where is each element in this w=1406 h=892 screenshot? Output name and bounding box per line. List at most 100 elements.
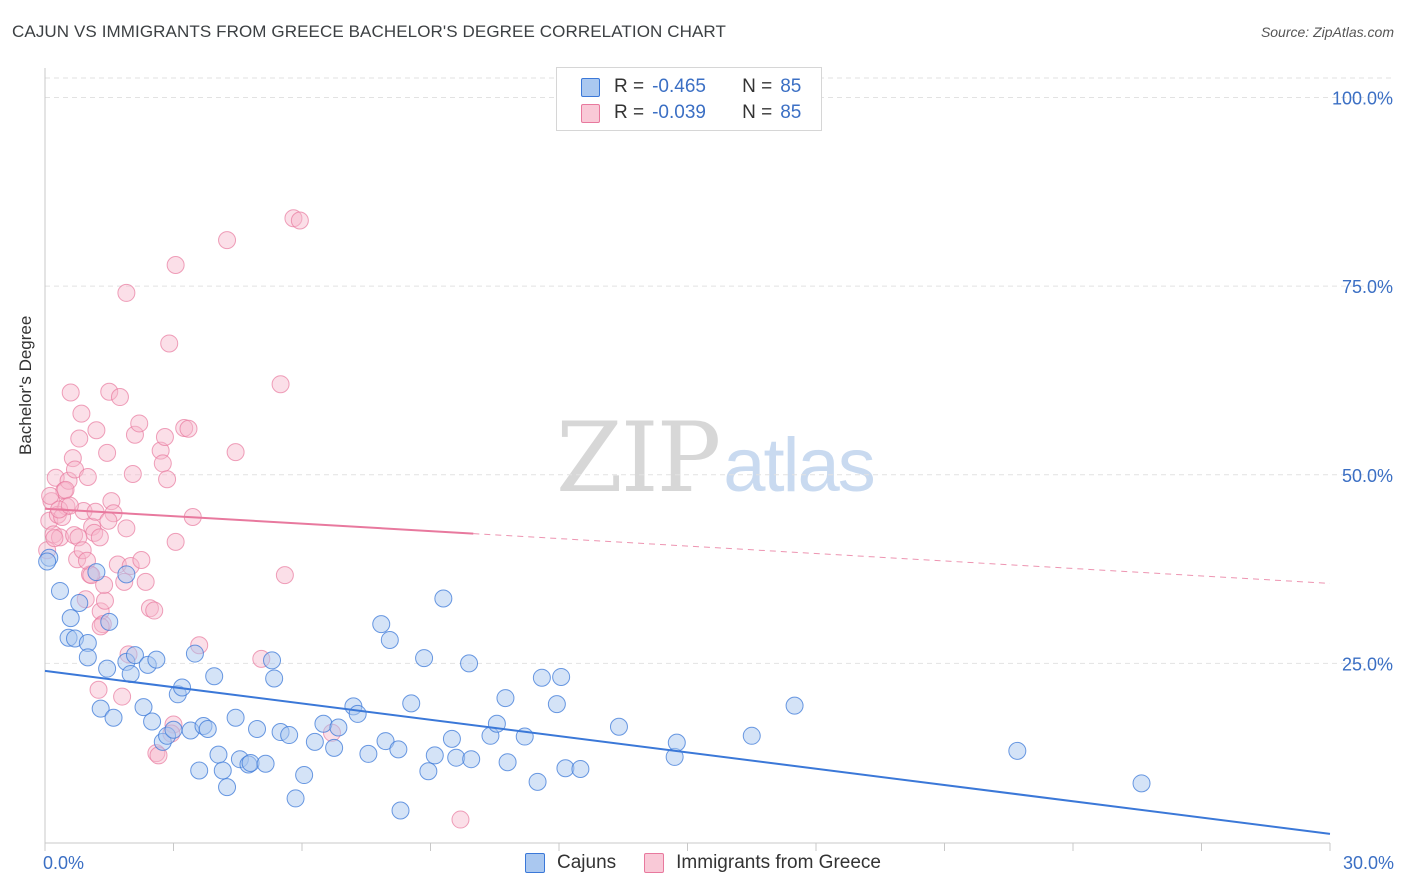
cajun-point — [61, 609, 80, 628]
greece-point — [90, 528, 109, 547]
cajun-point — [164, 720, 183, 739]
cajun-point — [78, 648, 97, 667]
legend-n-value: 85 — [780, 102, 802, 123]
legend-row-greece: R = -0.039 N = 85 — [581, 101, 801, 125]
greece-point — [99, 511, 118, 530]
greece-point — [45, 529, 64, 548]
cajun-point — [98, 659, 117, 678]
legend-r-label: R = — [614, 76, 645, 97]
greece-trendline — [44, 507, 474, 535]
y-tick-label: 75.0% — [1342, 277, 1393, 297]
cajun-point — [241, 753, 260, 772]
legend-r-label: R = — [614, 102, 645, 123]
cajun-point — [325, 738, 344, 757]
cajun-point — [547, 695, 566, 714]
greece-point — [158, 470, 177, 489]
cajun-point — [256, 754, 275, 773]
greece-point — [179, 419, 198, 438]
cajun-point — [359, 744, 378, 763]
cajun-point — [213, 761, 232, 780]
legend-item-cajuns[interactable]: Cajuns — [525, 852, 616, 874]
cajun-point — [265, 669, 284, 688]
greece-point — [117, 283, 136, 302]
cajun-point — [391, 801, 410, 820]
cajun-point — [380, 630, 399, 649]
cajun-point — [209, 745, 228, 764]
greece-point — [117, 519, 136, 538]
greece-point — [87, 421, 106, 440]
greece-point — [226, 443, 245, 462]
cajun-point — [314, 714, 333, 733]
greece-point — [451, 810, 470, 829]
cajun-point — [190, 761, 209, 780]
legend-n-label: N = — [742, 102, 773, 123]
greece-point — [136, 572, 155, 591]
greece-point — [153, 454, 172, 473]
greece-point — [78, 468, 97, 487]
cajun-point — [50, 581, 69, 600]
legend-label-greece: Immigrants from Greece — [676, 852, 881, 873]
greece-point — [56, 480, 75, 499]
greece-point — [61, 383, 80, 402]
cajun-point — [91, 699, 110, 718]
greece-point — [271, 375, 290, 394]
greece-point — [63, 449, 82, 468]
cajun-point — [295, 766, 314, 785]
cajun-point — [532, 668, 551, 687]
cajun-point — [609, 717, 628, 736]
cajun-point — [38, 552, 57, 571]
legend-row-cajuns: R = -0.465 N = 85 — [581, 75, 801, 99]
cajuns-legend-icon — [525, 853, 545, 873]
cajun-point — [305, 732, 324, 751]
greece-trendline-extension — [473, 533, 1331, 584]
cajun-point — [372, 615, 391, 634]
cajun-point — [389, 740, 408, 759]
greece-point — [110, 388, 129, 407]
cajun-point — [348, 704, 367, 723]
greece-point — [132, 551, 151, 570]
series-legend: Cajuns Immigrants from Greece — [0, 852, 1406, 874]
legend-item-greece[interactable]: Immigrants from Greece — [644, 852, 881, 874]
greece-point — [60, 496, 79, 515]
greece-point — [98, 443, 117, 462]
x-tick-label-min: 0.0% — [43, 853, 84, 873]
greece-point — [123, 464, 142, 483]
cajun-point — [104, 708, 123, 727]
cajun-point — [667, 733, 686, 752]
cajun-point — [125, 646, 144, 665]
cajun-point — [496, 689, 515, 708]
greece-point — [113, 687, 132, 706]
greece-point — [70, 429, 89, 448]
greece-point — [145, 601, 164, 620]
cajun-point — [263, 651, 282, 670]
greece-point — [160, 334, 179, 353]
cajun-point — [226, 708, 245, 727]
cajun-point — [425, 746, 444, 765]
cajun-point — [415, 649, 434, 668]
cajun-point — [205, 667, 224, 686]
cajun-point — [143, 712, 162, 731]
greece-swatch-icon — [581, 103, 600, 123]
legend-n-label: N = — [742, 76, 773, 97]
cajun-point — [556, 759, 575, 778]
greece-point — [89, 680, 108, 699]
greece-point — [72, 404, 91, 423]
cajun-point — [742, 726, 761, 745]
cajun-point — [329, 718, 348, 737]
y-axis-label: Bachelor's Degree — [16, 315, 35, 455]
cajun-point — [402, 694, 421, 713]
greece-point — [290, 211, 309, 230]
cajun-point — [87, 563, 106, 582]
y-tick-label: 25.0% — [1342, 654, 1393, 674]
watermark-zip: ZIP — [556, 402, 721, 514]
cajun-point — [528, 772, 547, 791]
y-tick-label: 50.0% — [1342, 466, 1393, 486]
cajun-point — [434, 589, 453, 608]
cajun-point — [785, 696, 804, 715]
greece-point — [41, 486, 60, 505]
cajun-point — [571, 760, 590, 779]
cajun-point — [1008, 741, 1027, 760]
cajun-point — [286, 789, 305, 808]
cajun-point — [248, 720, 267, 739]
